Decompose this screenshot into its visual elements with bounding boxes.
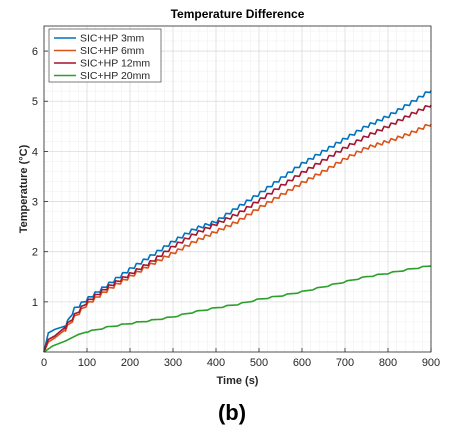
y-tick-label: 5 — [32, 96, 38, 108]
series-line-4 — [43, 265, 432, 353]
series-layer — [43, 90, 432, 353]
x-tick-label: 200 — [121, 357, 139, 369]
y-tick-label: 2 — [32, 247, 38, 259]
legend-label-4: SIC+HP 20mm — [80, 70, 150, 82]
legend-label-2: SIC+HP 6mm — [80, 45, 145, 57]
y-tick-label: 4 — [32, 146, 38, 158]
y-tick-label: 6 — [32, 46, 38, 58]
series-line-2 — [43, 123, 432, 353]
x-tick-label: 900 — [422, 357, 440, 369]
x-tick-label: 0 — [41, 357, 47, 369]
chart: 0 100 200 300 400 500 600 700 800 900 1 2 3 4 5 6 Tempe… — [18, 7, 440, 387]
legend-label-3: SIC+HP 12mm — [80, 58, 150, 70]
chart-title: Temperature Difference — [171, 7, 305, 21]
y-axis-title: Temperature (°C) — [18, 144, 30, 233]
x-tick-label: 400 — [207, 357, 225, 369]
series-line-3 — [43, 104, 432, 353]
y-tick-label: 3 — [32, 197, 38, 209]
x-tick-label: 700 — [336, 357, 354, 369]
x-tick-label: 300 — [164, 357, 182, 369]
series-line-1 — [43, 90, 432, 353]
x-tick-label: 600 — [293, 357, 311, 369]
y-tick-label: 1 — [32, 297, 38, 309]
x-tick-label: 800 — [379, 357, 397, 369]
plot-frame — [43, 25, 432, 353]
legend-label-1: SIC+HP 3mm — [80, 33, 145, 45]
x-tick-label: 500 — [250, 357, 268, 369]
x-tick-label: 100 — [78, 357, 96, 369]
panel-label: (b) — [217, 400, 247, 425]
tick-layer: 0 100 200 300 400 500 600 700 800 900 1 2 3 4 5 6 — [32, 46, 440, 369]
x-axis-title: Time (s) — [217, 375, 259, 387]
